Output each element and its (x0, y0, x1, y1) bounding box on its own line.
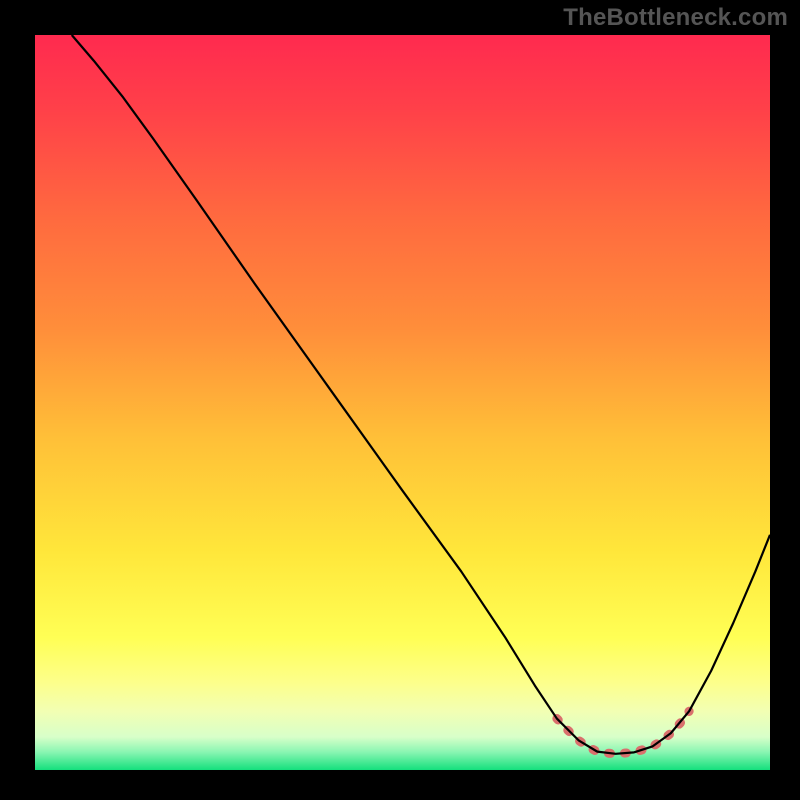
bottleneck-curve-chart (0, 0, 800, 800)
watermark-text: TheBottleneck.com (563, 4, 788, 32)
chart-canvas: { "watermark": { "text": "TheBottleneck.… (0, 0, 800, 800)
plot-gradient-rect (35, 35, 770, 770)
